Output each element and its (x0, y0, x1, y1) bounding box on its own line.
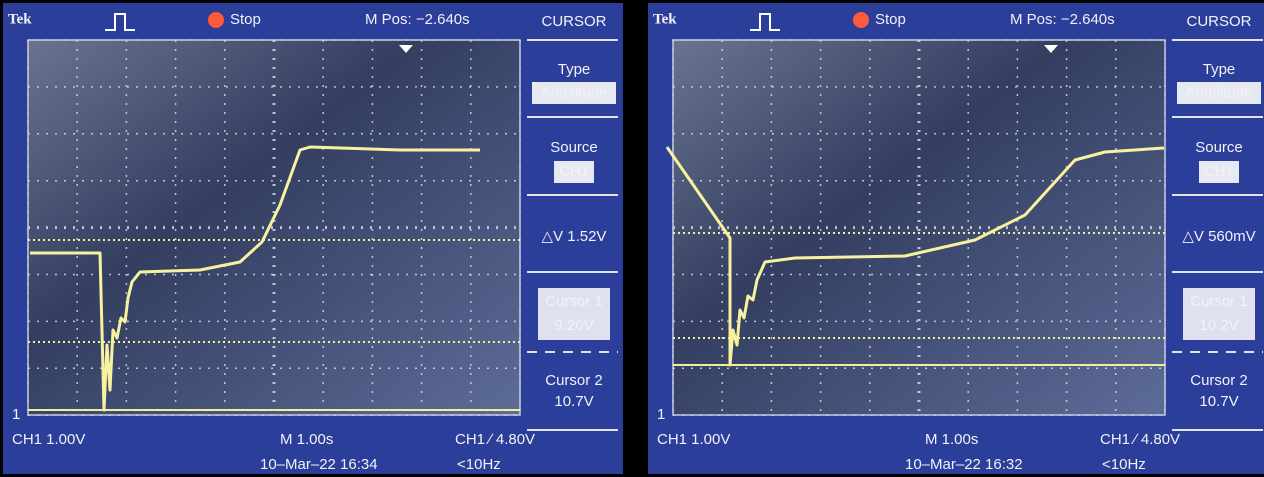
menu-value: CH1 (559, 163, 589, 180)
menu-value: CH1 (1204, 163, 1234, 180)
menu-value: 9.20V (554, 317, 593, 334)
menu-title: CURSOR (1186, 13, 1251, 30)
menu-label: Cursor 2 (1190, 372, 1248, 389)
brand: Tek (653, 11, 677, 27)
channel-scale: CH1 1.00V (12, 431, 85, 448)
stop-dot (853, 12, 869, 28)
stop-dot (208, 12, 224, 28)
position: M Pos: −2.640s (1010, 11, 1115, 28)
brand: Tek (8, 11, 32, 27)
menu-delta: △V 1.52V (542, 228, 607, 245)
menu-value: 10.2V (1199, 317, 1238, 334)
menu-delta: △V 560mV (1182, 228, 1255, 245)
menu-label: Source (1195, 139, 1243, 156)
menu-label: Cursor 1 (1190, 293, 1248, 310)
menu-value: 10.7V (554, 393, 593, 410)
scope-screen: Tek Stop M Pos: −2.640s CURSOR Type Amplitude… (3, 3, 623, 474)
frequency: <10Hz (1102, 456, 1146, 473)
trigger-level: CH1 ∕ 4.80V (455, 431, 535, 448)
time-scale: M 1.00s (925, 431, 978, 448)
menu-value: Amplitude (1186, 84, 1253, 101)
channel-marker: 1 (12, 406, 20, 423)
menu-title: CURSOR (541, 13, 606, 30)
date: 10–Mar–22 16:32 (905, 456, 1023, 473)
trigger-level: CH1 ∕ 4.80V (1100, 431, 1180, 448)
menu-value: 10.7V (1199, 393, 1238, 410)
stop-label: Stop (230, 11, 261, 28)
position: M Pos: −2.640s (365, 11, 470, 28)
frequency: <10Hz (457, 456, 501, 473)
stop-label: Stop (875, 11, 906, 28)
scope-screen: Tek Stop M Pos: −2.640s CURSOR Type Amplitude… (648, 3, 1264, 474)
menu-label: Type (558, 61, 591, 78)
scope-photos: Tek Stop M Pos: −2.640s CURSOR Type Amplitude… (0, 0, 1264, 477)
menu-label: Cursor 2 (545, 372, 603, 389)
menu-value: Amplitude (541, 84, 608, 101)
time-scale: M 1.00s (280, 431, 333, 448)
menu-label: Source (550, 139, 598, 156)
channel-scale: CH1 1.00V (657, 431, 730, 448)
menu-label: Type (1203, 61, 1236, 78)
channel-marker: 1 (657, 406, 665, 423)
date: 10–Mar–22 16:34 (260, 456, 378, 473)
menu-label: Cursor 1 (545, 293, 603, 310)
